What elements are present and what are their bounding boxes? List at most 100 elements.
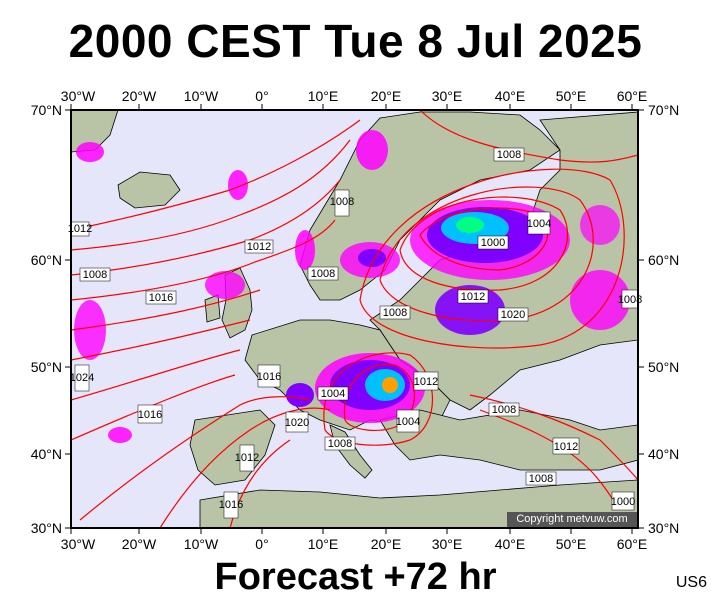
isobar-label-box: 1004 bbox=[317, 386, 349, 401]
svg-text:70°N: 70°N bbox=[31, 102, 62, 118]
svg-text:50°E: 50°E bbox=[556, 536, 587, 552]
isobar-label-box: 1008 bbox=[307, 266, 339, 281]
forecast-label: Forecast +72 hr bbox=[214, 556, 497, 598]
svg-text:60°E: 60°E bbox=[617, 536, 648, 552]
svg-text:1008: 1008 bbox=[529, 473, 553, 485]
precip-blob bbox=[358, 249, 386, 267]
isobar-labels: 1008 1008 1004 1000 1012 1008 1016 1008 … bbox=[68, 147, 642, 519]
svg-text:1012: 1012 bbox=[461, 291, 485, 303]
svg-text:10°E: 10°E bbox=[308, 88, 339, 104]
svg-text:10°W: 10°W bbox=[184, 88, 219, 104]
isobar-label-box: 1020 bbox=[285, 411, 309, 433]
isobar-line bbox=[343, 363, 415, 432]
svg-text:1008: 1008 bbox=[492, 404, 516, 416]
isobar-line bbox=[70, 139, 351, 251]
svg-text:1004: 1004 bbox=[321, 388, 345, 400]
isobar-line bbox=[70, 179, 341, 276]
svg-text:50°E: 50°E bbox=[556, 88, 587, 104]
precip-blob bbox=[76, 142, 104, 162]
isobar-label-box: 1000 bbox=[611, 491, 635, 511]
precip-blob bbox=[295, 230, 315, 270]
svg-text:50°N: 50°N bbox=[648, 359, 679, 375]
svg-text:1000: 1000 bbox=[481, 237, 505, 249]
isobar-label-box: 1004 bbox=[527, 211, 551, 235]
ireland-land bbox=[204, 294, 221, 323]
svg-text:1008: 1008 bbox=[618, 294, 642, 306]
lat-labels-left: 70°N 60°N 50°N 40°N 30°N bbox=[31, 102, 62, 536]
isobar-line bbox=[419, 207, 549, 271]
svg-text:30°E: 30°E bbox=[432, 536, 463, 552]
lat-labels-right: 70°N 60°N 50°N 40°N 30°N bbox=[648, 102, 679, 536]
isobar-label-box: 1016 bbox=[137, 404, 163, 424]
isobar-label-box: 1024 bbox=[70, 364, 94, 392]
svg-text:1008: 1008 bbox=[330, 196, 354, 208]
svg-text:1008: 1008 bbox=[311, 268, 335, 280]
svg-text:1008: 1008 bbox=[328, 438, 352, 450]
svg-text:30°E: 30°E bbox=[432, 88, 463, 104]
svg-text:20°W: 20°W bbox=[122, 88, 157, 104]
isobar-label-box: 1004 bbox=[396, 409, 420, 433]
isobar-label-box: 1008 bbox=[79, 267, 111, 282]
map-title: 2000 CEST Tue 8 Jul 2025 bbox=[68, 15, 643, 67]
svg-text:1016: 1016 bbox=[149, 292, 173, 304]
svg-text:10°W: 10°W bbox=[184, 536, 219, 552]
svg-text:1020: 1020 bbox=[285, 417, 309, 429]
isobar-label-box: 1012 bbox=[68, 221, 92, 237]
isobar-line bbox=[70, 219, 336, 301]
precip-blob bbox=[74, 300, 106, 360]
precip-blob bbox=[456, 217, 484, 233]
isobar-label-box: 1008 bbox=[330, 189, 354, 217]
svg-text:1012: 1012 bbox=[68, 223, 92, 235]
svg-text:30°N: 30°N bbox=[648, 520, 679, 536]
svg-text:1012: 1012 bbox=[414, 376, 438, 388]
svg-text:0°: 0° bbox=[255, 536, 268, 552]
svg-text:1024: 1024 bbox=[70, 372, 94, 384]
precip-blob bbox=[205, 271, 245, 299]
svg-text:1016: 1016 bbox=[138, 409, 162, 421]
svg-text:10°E: 10°E bbox=[308, 536, 339, 552]
svg-text:1008: 1008 bbox=[83, 269, 107, 281]
isobar-line bbox=[70, 349, 241, 401]
svg-text:30°W: 30°W bbox=[61, 88, 96, 104]
svg-text:1012: 1012 bbox=[247, 241, 271, 253]
isobar-label-box: 1012 bbox=[235, 444, 259, 472]
precip-blob bbox=[580, 205, 620, 245]
isobar-label-box: 1016 bbox=[257, 364, 281, 388]
lon-labels-top: 30°W 20°W 10°W 0° 10°E 20°E 30°E 40°E 50… bbox=[61, 88, 647, 104]
isobar-line bbox=[79, 396, 311, 521]
svg-text:1000: 1000 bbox=[611, 496, 635, 508]
precip-blob bbox=[108, 427, 132, 443]
svg-text:60°N: 60°N bbox=[31, 252, 62, 268]
precip-blob bbox=[286, 383, 314, 407]
isobar-line bbox=[399, 196, 569, 291]
svg-text:40°E: 40°E bbox=[495, 88, 526, 104]
lon-ticks bbox=[70, 104, 633, 534]
precip-blob bbox=[228, 170, 248, 200]
svg-text:1012: 1012 bbox=[235, 452, 259, 464]
svg-text:20°W: 20°W bbox=[122, 536, 157, 552]
precip-blob bbox=[356, 130, 388, 170]
svg-text:30°N: 30°N bbox=[31, 520, 62, 536]
copyright-notice: Copyright metvuw.com bbox=[507, 512, 637, 527]
isobar-label-box: 1020 bbox=[497, 307, 529, 322]
isobar-line bbox=[419, 109, 639, 163]
model-code: US6 bbox=[675, 574, 707, 591]
isobar-line bbox=[70, 374, 236, 441]
svg-text:40°E: 40°E bbox=[495, 536, 526, 552]
svg-text:1004: 1004 bbox=[396, 416, 420, 428]
svg-text:1016: 1016 bbox=[257, 371, 281, 383]
svg-text:1012: 1012 bbox=[554, 441, 578, 453]
isobar-line bbox=[70, 289, 261, 331]
svg-text:50°N: 50°N bbox=[31, 359, 62, 375]
precip-blob bbox=[382, 377, 398, 393]
svg-text:60°N: 60°N bbox=[648, 252, 679, 268]
isobar-label-box: 1000 bbox=[477, 235, 509, 250]
svg-text:40°N: 40°N bbox=[31, 446, 62, 462]
iceland-land bbox=[117, 171, 181, 209]
isobar-line bbox=[159, 407, 331, 529]
isobar-label-box: 1016 bbox=[219, 491, 243, 519]
isobar-label-box: 1012 bbox=[457, 289, 489, 304]
map-frame bbox=[70, 109, 639, 529]
isobar-layer bbox=[70, 109, 639, 529]
isobar-line bbox=[70, 119, 361, 231]
